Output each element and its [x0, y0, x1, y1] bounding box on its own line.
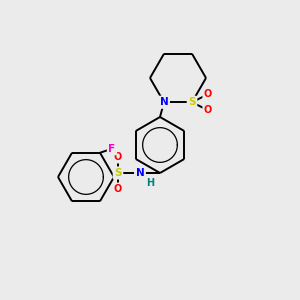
Text: S: S: [114, 168, 122, 178]
Text: N: N: [136, 168, 144, 178]
Text: O: O: [204, 89, 212, 99]
Text: H: H: [146, 178, 154, 188]
Text: N: N: [160, 97, 168, 107]
Text: S: S: [188, 97, 196, 107]
Text: O: O: [204, 105, 212, 115]
Text: F: F: [108, 144, 116, 154]
Text: O: O: [114, 152, 122, 162]
Text: O: O: [114, 184, 122, 194]
